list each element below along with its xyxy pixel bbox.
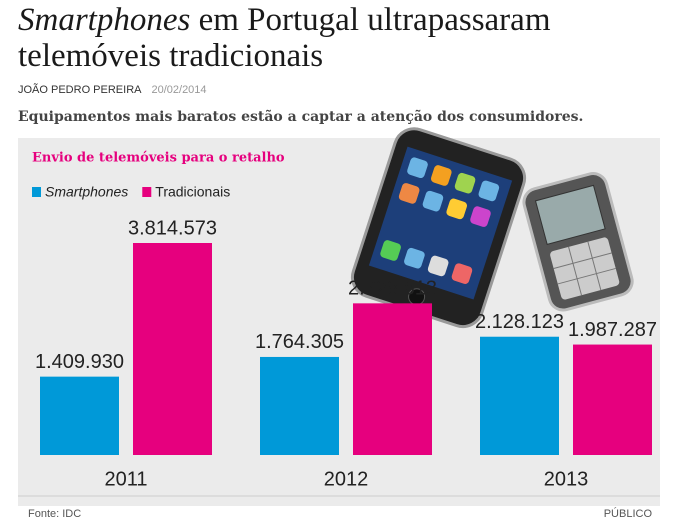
- feature-phone-illustration: [522, 172, 634, 312]
- lede: Equipamentos mais baratos estão a captar…: [18, 109, 584, 125]
- value-label: 1.987.287: [568, 319, 657, 341]
- legend-swatch: [32, 187, 41, 197]
- value-label: 2.728.813: [348, 278, 437, 300]
- headline: Smartphones em Portugal ultrapassaram te…: [18, 2, 658, 74]
- value-label: 3.814.573: [128, 217, 217, 239]
- chart-title: Envio de telemóveis para o retalho: [32, 151, 285, 166]
- bar: [480, 336, 559, 455]
- value-label: 1.764.305: [255, 331, 344, 353]
- byline: JOÃO PEDRO PEREIRA 20/02/2014: [18, 84, 207, 96]
- bar: [573, 344, 652, 455]
- bar: [40, 376, 119, 455]
- date: 20/02/2014: [151, 84, 207, 96]
- author[interactable]: JOÃO PEDRO PEREIRA: [18, 84, 142, 96]
- legend-label: Tradicionais: [155, 184, 230, 200]
- legend-label: Smartphones: [45, 184, 128, 200]
- x-tick-label: 2011: [104, 468, 147, 490]
- source: Fonte: IDC: [28, 508, 81, 520]
- legend-swatch: [142, 187, 152, 197]
- value-label: 1.409.930: [35, 351, 124, 373]
- phone-illustration: [350, 127, 527, 329]
- headline-rest: em Portugal ultrapassaram telemóveis tra…: [18, 2, 551, 74]
- bar: [260, 356, 339, 455]
- headline-italic: Smartphones: [18, 2, 191, 38]
- x-tick-label: 2012: [324, 468, 369, 490]
- value-label: 2.128.123: [475, 311, 564, 333]
- x-tick-label: 2013: [544, 468, 589, 490]
- bar: [133, 243, 212, 455]
- credit: PÚBLICO: [604, 507, 653, 520]
- bar: [353, 303, 432, 455]
